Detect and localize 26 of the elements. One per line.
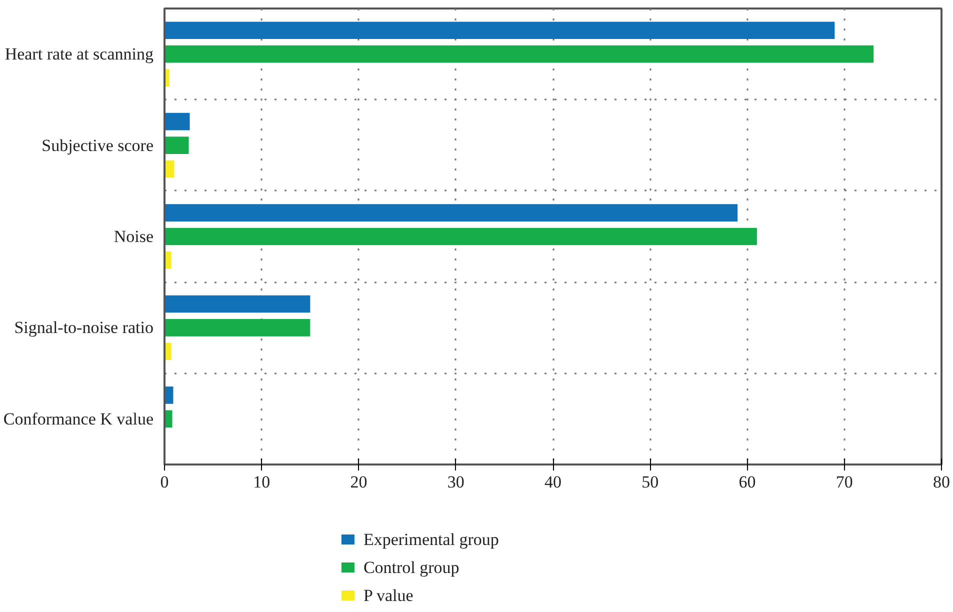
y-tick-label: Noise [114,227,154,246]
y-tick-label: Conformance K value [3,409,154,428]
bar [164,112,190,130]
x-tick-label: 10 [253,472,270,492]
x-tick-label: 70 [836,472,853,492]
y-tick-label: Subjective score [42,136,154,155]
legend-label: P value [363,586,414,605]
bar [164,22,835,40]
y-tick-label: Heart rate at scanning [4,44,154,64]
bar [164,204,738,222]
y-tick-label: Signal-to-noise ratio [14,318,154,338]
bar [164,410,172,428]
bar [164,319,310,336]
x-tick-label: 30 [447,472,464,492]
x-tick-label: 50 [642,472,659,492]
legend-label: Control group [363,558,460,577]
bar [164,45,874,63]
x-tick-label: 60 [738,472,756,492]
x-tick-label: 40 [544,472,562,492]
bar [164,136,189,154]
bar [164,295,310,313]
x-tick-label: 80 [933,472,950,492]
x-tick-label: 0 [160,472,169,492]
x-tick-label: 20 [350,472,368,492]
legend-label: Experimental group [363,530,499,549]
bar [164,228,757,246]
